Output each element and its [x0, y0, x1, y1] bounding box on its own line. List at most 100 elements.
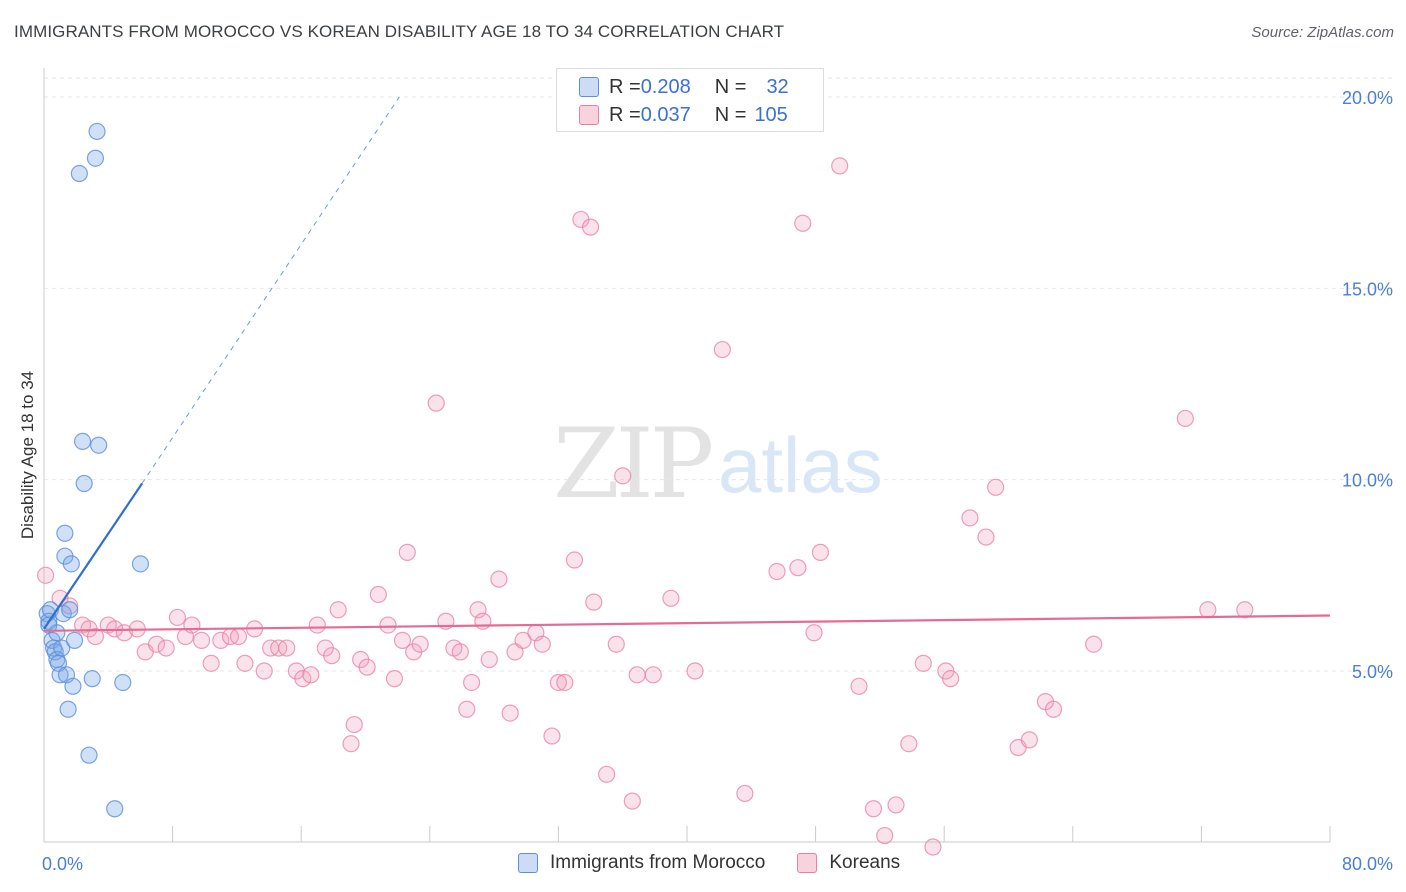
- korean-point: [768, 562, 786, 581]
- morocco-point: [83, 670, 101, 688]
- morocco-point: [62, 555, 80, 573]
- legend-swatch-morocco: [518, 853, 538, 873]
- morocco-point: [56, 524, 74, 542]
- morocco-point: [61, 601, 79, 619]
- morocco-point: [90, 436, 108, 454]
- korean-point: [385, 670, 404, 688]
- legend-row-morocco: R = 0.208 N = 32: [579, 73, 789, 101]
- korean-point: [369, 585, 387, 604]
- korean-point: [543, 727, 561, 745]
- korean-point: [686, 662, 704, 680]
- legend-swatch-koreans: [579, 105, 599, 125]
- legend-r-label: R =: [609, 103, 641, 126]
- y-tick-label: 20.0%: [1342, 88, 1393, 108]
- morocco-point: [131, 555, 150, 573]
- korean-point: [474, 612, 492, 630]
- morocco-point: [65, 631, 84, 649]
- korean-point: [192, 631, 211, 649]
- legend-label-koreans: Koreans: [829, 852, 901, 873]
- korean-point: [212, 631, 230, 649]
- korean-point: [1085, 635, 1103, 653]
- korean-point: [458, 700, 476, 718]
- legend-n-label: N =: [714, 75, 747, 98]
- korean-point: [713, 340, 731, 359]
- morocco-point: [88, 122, 106, 141]
- korean-point: [598, 765, 616, 783]
- korean-point: [887, 796, 905, 814]
- korean-point: [480, 650, 498, 669]
- korean-point: [157, 639, 175, 657]
- korean-point: [1020, 731, 1038, 749]
- chart-source: Source: ZipAtlas.com: [1251, 24, 1394, 41]
- korean-point: [942, 670, 960, 688]
- korean-point: [379, 616, 397, 634]
- korean-point: [302, 666, 320, 684]
- y-axis-label: Disability Age 18 to 34: [18, 370, 37, 540]
- korean-point: [549, 673, 568, 692]
- korean-point: [329, 601, 347, 619]
- legend-row-koreans: R = 0.037 N = 105: [579, 101, 788, 129]
- legend-r-label: R =: [609, 75, 641, 98]
- korean-point: [490, 570, 508, 588]
- source-name: ZipAtlas.com: [1307, 24, 1394, 41]
- morocco-point: [70, 164, 88, 183]
- korean-point: [565, 551, 584, 569]
- korean-point: [628, 666, 646, 684]
- legend-swatch-morocco: [579, 77, 599, 97]
- morocco-point: [53, 639, 71, 657]
- korean-point: [623, 792, 641, 810]
- korean-point: [585, 593, 603, 611]
- korean-point: [1176, 409, 1194, 428]
- korean-point: [987, 478, 1005, 496]
- korean-point: [876, 826, 894, 845]
- morocco-point: [51, 666, 69, 684]
- korean-point: [961, 509, 979, 527]
- korean-trend-line: [43, 614, 1331, 632]
- korean-point: [411, 635, 429, 653]
- morocco-trend-extension: [141, 96, 400, 484]
- legend-n-value: 32: [766, 75, 789, 98]
- korean-point: [236, 654, 254, 672]
- series-legend: Immigrants from Morocco Koreans: [518, 852, 932, 874]
- korean-point: [914, 654, 932, 672]
- y-tick-label: 15.0%: [1342, 279, 1393, 299]
- korean-point: [924, 838, 942, 856]
- watermark-zip: ZIP: [553, 408, 714, 520]
- korean-point: [900, 735, 918, 753]
- korean-point: [229, 627, 248, 646]
- korean-point: [308, 616, 326, 634]
- korean-point: [811, 543, 830, 561]
- korean-point: [533, 635, 551, 653]
- korean-point: [451, 643, 469, 661]
- korean-point: [427, 394, 445, 412]
- korean-point: [794, 214, 812, 232]
- korean-point: [37, 566, 55, 584]
- korean-point: [644, 666, 662, 684]
- korean-point: [977, 528, 995, 546]
- korean-point: [86, 627, 105, 646]
- korean-point: [462, 673, 481, 692]
- korean-point: [294, 670, 312, 688]
- korean-point: [1044, 700, 1063, 718]
- korean-point: [789, 559, 807, 577]
- korean-point: [607, 635, 625, 653]
- korean-point: [1199, 601, 1217, 619]
- morocco-point: [86, 149, 105, 167]
- korean-point: [255, 662, 273, 680]
- korean-point: [514, 631, 532, 649]
- korean-point: [342, 735, 360, 753]
- korean-point: [850, 677, 868, 695]
- morocco-point: [73, 432, 92, 450]
- korean-point: [736, 784, 754, 803]
- korean-point: [501, 704, 519, 722]
- korean-point: [831, 157, 849, 175]
- korean-point: [398, 543, 416, 561]
- korean-point: [278, 639, 296, 657]
- source-prefix: Source:: [1251, 24, 1308, 41]
- korean-point: [358, 658, 376, 676]
- legend-n-label: N =: [714, 103, 747, 126]
- korean-point: [805, 624, 823, 642]
- watermark-atlas: atlas: [718, 421, 883, 509]
- korean-point: [1236, 601, 1254, 619]
